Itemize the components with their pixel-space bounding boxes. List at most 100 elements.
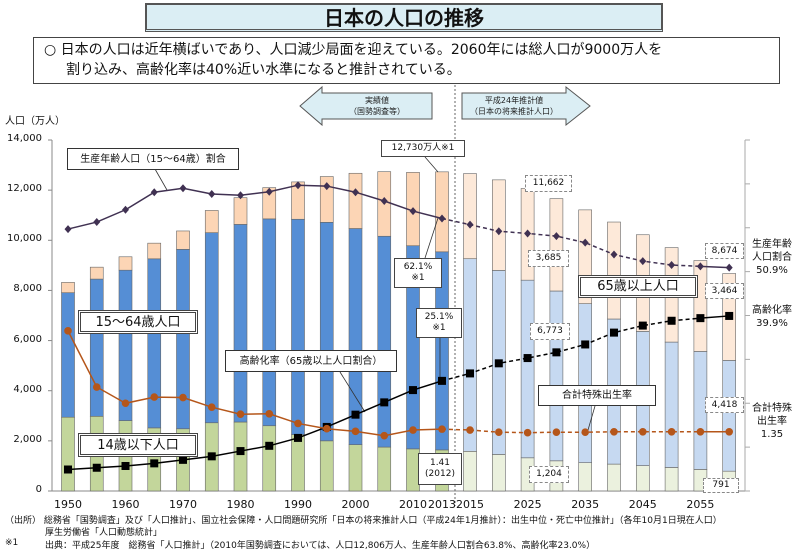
actual-arrow-line1: 実績値	[365, 96, 389, 105]
working-2030-label: 6,773	[530, 323, 570, 340]
bar-age0-14	[377, 446, 392, 492]
working-ratio-point	[265, 187, 273, 196]
x-tick-label: 1970	[169, 498, 197, 511]
right-working-line1: 生産年齢	[752, 239, 792, 250]
tfr-point	[409, 426, 417, 434]
x-tick-label: 1980	[226, 498, 255, 511]
aging-rate-point	[438, 376, 446, 385]
bar-age0-14	[262, 425, 277, 492]
bar-age65plus	[176, 230, 190, 250]
working-ratio-point	[466, 220, 474, 229]
working-ratio-point	[495, 227, 503, 236]
tfr-point	[150, 393, 159, 401]
bar-age15-64	[578, 303, 593, 463]
bar-age0-14	[664, 467, 679, 492]
working-ratio-point	[150, 188, 158, 197]
working-2013-value: 62.1%	[403, 262, 433, 272]
aging-rate-point	[523, 354, 532, 363]
tfr-point	[236, 410, 245, 419]
aging-rate-point	[638, 321, 647, 330]
aging-2013-note: ※1	[432, 323, 446, 333]
working-ratio-point	[409, 207, 417, 216]
working-ratio-point	[610, 250, 618, 259]
working-ratio-point	[438, 214, 446, 223]
aging-rate-point	[380, 398, 389, 407]
x-tick-label: 2045	[628, 498, 657, 511]
y-axis-label: 人口（万人）	[5, 116, 65, 127]
bar-age65plus	[607, 221, 621, 320]
bar-age15-64	[722, 360, 737, 472]
bar-age65plus	[262, 187, 277, 220]
working-ratio-line-end	[700, 265, 730, 269]
working-ratio-point	[668, 261, 676, 270]
tfr-point	[552, 428, 561, 437]
working-ratio-point	[323, 182, 331, 191]
bar-age0-14	[463, 451, 477, 492]
working-ratio-point	[552, 232, 560, 241]
working-ratio-legend: 生産年齢人口（15～64歳）割合	[67, 148, 239, 170]
age0-14-legend: 14歳以下人口	[78, 433, 198, 457]
child-2060-label: 791	[703, 478, 739, 493]
bar-age15-64	[262, 218, 277, 427]
bar-age0-14	[607, 463, 621, 492]
x-tick-label: 2055	[686, 498, 715, 511]
actual-arrow-label: 実績値 （国勢調査等）	[322, 95, 432, 117]
tfr-point	[610, 427, 618, 436]
aging-rate-point	[150, 459, 159, 468]
page-title: 日本の人口の推移	[145, 3, 663, 32]
total-2030-label: 11,662	[525, 175, 572, 192]
aging-rate-line-actual	[67, 380, 443, 471]
aging-rate-point	[121, 461, 130, 470]
aging-rate-point	[581, 340, 590, 349]
bar-age0-14	[319, 440, 334, 492]
bar-age15-64	[377, 235, 392, 448]
bar-age0-14	[291, 434, 305, 492]
tfr-line-actual	[67, 330, 443, 437]
working-ratio-line-projection	[441, 217, 701, 268]
total-2013-label: 12,730万人※1	[381, 140, 465, 157]
y-tick-label: 6,000	[13, 333, 42, 345]
y-tick-label: 14,000	[7, 133, 42, 144]
working-2013-note: ※1	[411, 273, 425, 283]
footnote-source-2: 厚生労働省「人口動態統計」	[45, 528, 163, 538]
tfr-point	[207, 403, 216, 411]
summary-line-2: 割り込み、高齢化率は40%近い水準になると推計されている。	[66, 62, 461, 78]
x-tick-label: 1950	[54, 498, 82, 511]
bar-age65plus	[491, 179, 506, 271]
tfr-point	[179, 393, 187, 402]
working-ratio-point	[208, 189, 216, 198]
bar-age0-14	[635, 465, 650, 492]
bar-age15-64	[61, 292, 75, 418]
working-2060-label: 4,418	[705, 397, 744, 413]
aging-rate-point	[236, 447, 245, 456]
aging-rate-point	[667, 316, 676, 325]
aging-rate-point	[552, 348, 561, 357]
y-tick-label: 4,000	[13, 383, 42, 395]
right-working-value: 50.9%	[756, 265, 788, 276]
right-tfr-label: 合計特殊 出生率 1.35	[747, 402, 797, 441]
x-tick-label: 2025	[513, 498, 542, 511]
right-working-label: 生産年齢 人口割合 50.9%	[747, 238, 797, 277]
aging-rate-line-end	[700, 315, 730, 319]
bar-age15-64	[89, 278, 104, 417]
tfr-point	[64, 327, 72, 335]
actual-arrow-shape	[299, 85, 433, 127]
right-tfr-line1: 合計特殊	[752, 403, 792, 414]
working-2013-label: 62.1% ※1	[394, 258, 442, 288]
tfr-point	[121, 399, 130, 408]
bar-age15-64	[147, 258, 162, 429]
elderly-2060-label: 3,464	[705, 283, 744, 299]
tfr-point	[696, 427, 705, 436]
bar-age65plus	[118, 256, 133, 271]
summary-line-1: ○ 日本の人口は近年横ばいであり、人口減少局面を迎えている。2060年には総人口…	[44, 42, 663, 58]
aging-rate-point	[265, 441, 274, 450]
tfr-point	[380, 431, 389, 440]
x-tick-label: 2000	[341, 498, 370, 511]
bar-age0-14	[491, 454, 506, 492]
x-tick-label: 2035	[571, 498, 600, 511]
bar-age0-14	[233, 421, 248, 492]
aging-rate-point	[207, 452, 216, 461]
footnote-note: 出典：平成25年度 総務省「人口推計」（2010年国勢調査においては、人口12,…	[45, 541, 596, 551]
aging-rate-legend: 高齢化率（65歳以上人口割合）	[225, 350, 397, 372]
